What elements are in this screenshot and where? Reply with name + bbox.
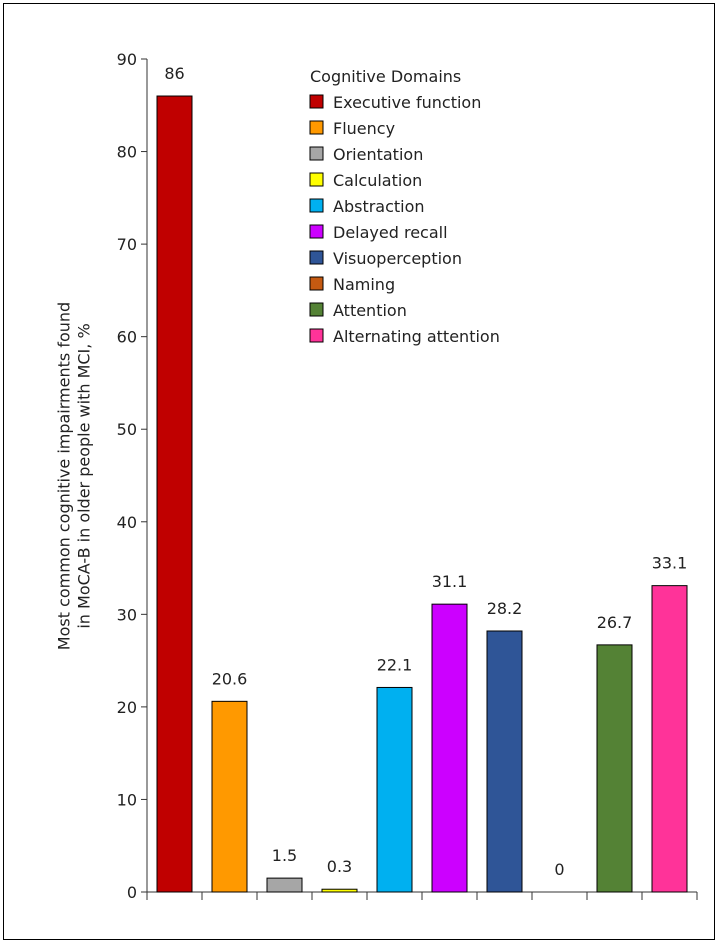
bar-calculation bbox=[321, 888, 358, 893]
y-tick-label: 40 bbox=[117, 513, 137, 532]
legend-item: Orientation bbox=[309, 145, 423, 164]
y-tick-label: 90 bbox=[117, 50, 137, 69]
x-axis bbox=[146, 891, 698, 900]
legend-item: Calculation bbox=[309, 171, 422, 190]
data-label: 86 bbox=[164, 64, 184, 83]
bar-attention bbox=[596, 644, 633, 893]
y-axis-title-line: Most common cognitive impairments found bbox=[54, 302, 73, 650]
data-label: 0.3 bbox=[327, 857, 352, 876]
y-axis: 0 10 20 30 40 50 60 70 80 90 bbox=[117, 50, 148, 902]
legend-label: Executive function bbox=[333, 93, 481, 112]
legend-label: Fluency bbox=[333, 119, 395, 138]
bar-alternating-attention bbox=[651, 585, 688, 893]
legend-item: Visuoperception bbox=[309, 249, 462, 268]
legend-label: Alternating attention bbox=[333, 327, 500, 346]
y-tick-label: 30 bbox=[117, 605, 137, 624]
legend-swatch bbox=[309, 224, 324, 239]
legend-swatch bbox=[309, 120, 324, 135]
y-tick-label: 60 bbox=[117, 328, 137, 347]
legend-item: Abstraction bbox=[309, 197, 425, 216]
legend-item: Fluency bbox=[309, 119, 395, 138]
data-label: 1.5 bbox=[272, 846, 297, 865]
chart-frame bbox=[3, 3, 715, 940]
data-label: 33.1 bbox=[652, 554, 688, 573]
y-tick-label: 70 bbox=[117, 235, 137, 254]
data-label: 28.2 bbox=[487, 599, 523, 618]
y-tick-label: 10 bbox=[117, 790, 137, 809]
legend-item: Naming bbox=[309, 275, 395, 294]
legend-label: Attention bbox=[333, 301, 407, 320]
legend-swatch bbox=[309, 302, 324, 317]
legend-swatch bbox=[309, 250, 324, 265]
legend-label: Delayed recall bbox=[333, 223, 448, 242]
legend-swatch bbox=[309, 172, 324, 187]
legend-swatch bbox=[309, 328, 324, 343]
y-tick-label: 0 bbox=[127, 883, 137, 902]
legend-label: Naming bbox=[333, 275, 395, 294]
legend-swatch bbox=[309, 146, 324, 161]
bar-fluency bbox=[211, 700, 248, 893]
legend-item: Executive function bbox=[309, 93, 481, 112]
data-label: 26.7 bbox=[597, 613, 633, 632]
y-axis-title-line: in MoCA-B in older people with MCI, % bbox=[74, 323, 93, 628]
y-axis-title: Most common cognitive impairments foundi… bbox=[54, 302, 93, 650]
legend: Cognitive Domains Executive function Fluen… bbox=[309, 67, 500, 346]
legend-swatch bbox=[309, 276, 324, 291]
bar-abstraction bbox=[376, 686, 413, 893]
legend-label: Orientation bbox=[333, 145, 423, 164]
data-labels: 86 20.6 1.5 0.3 22.1 31.1 28.2 0 26.7 33.1 bbox=[164, 64, 687, 879]
bar-orientation bbox=[266, 877, 303, 893]
legend-swatch bbox=[309, 198, 324, 213]
legend-title: Cognitive Domains bbox=[310, 67, 461, 86]
y-tick-label: 80 bbox=[117, 143, 137, 162]
legend-label: Abstraction bbox=[333, 197, 425, 216]
legend-item: Delayed recall bbox=[309, 223, 448, 242]
y-tick-label: 20 bbox=[117, 698, 137, 717]
legend-item: Attention bbox=[309, 301, 407, 320]
data-label: 0 bbox=[554, 860, 564, 879]
legend-swatch bbox=[309, 94, 324, 109]
legend-label: Calculation bbox=[333, 171, 422, 190]
legend-label: Visuoperception bbox=[333, 249, 462, 268]
y-axis-label: Most common cognitive impairments foundi… bbox=[54, 302, 93, 650]
bar-delayed-recall bbox=[431, 603, 468, 893]
data-label: 20.6 bbox=[212, 669, 248, 688]
bars bbox=[156, 95, 688, 893]
legend-item: Alternating attention bbox=[309, 327, 500, 346]
data-label: 31.1 bbox=[432, 572, 468, 591]
bar-executive-function bbox=[156, 95, 193, 893]
data-label: 22.1 bbox=[377, 655, 413, 674]
y-tick-label: 50 bbox=[117, 420, 137, 439]
bar-visuoperception bbox=[486, 630, 523, 893]
